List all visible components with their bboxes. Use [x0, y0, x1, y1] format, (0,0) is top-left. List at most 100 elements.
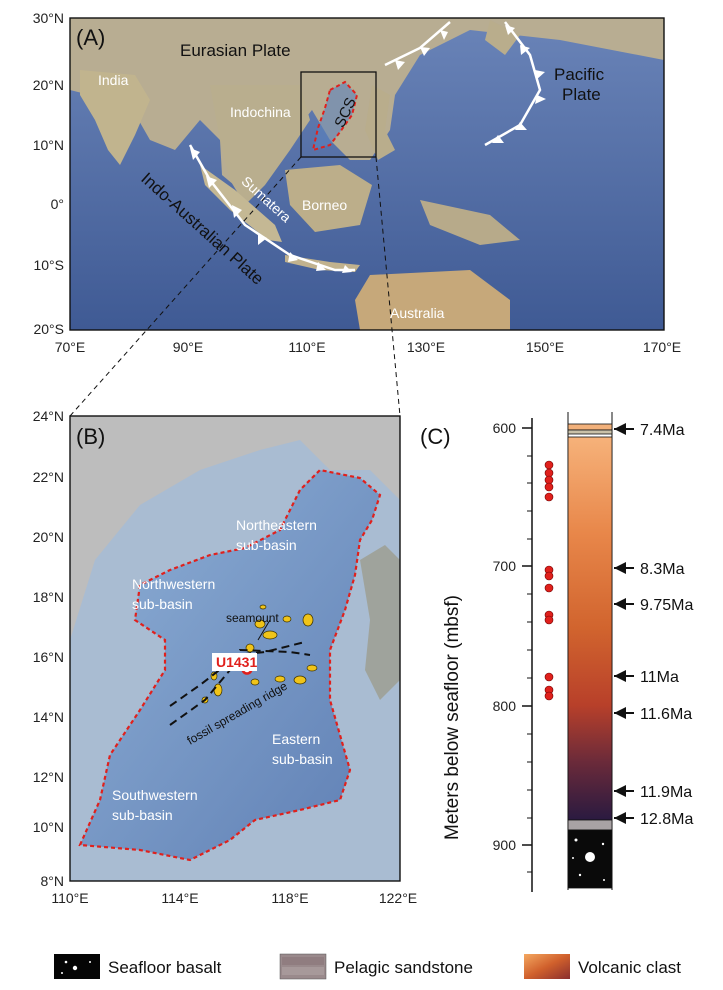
landmass-luzon — [360, 545, 400, 700]
label-southwestern-sub: sub-basin — [112, 807, 173, 823]
panel-a-map — [69, 17, 665, 331]
svg-text:8.3Ma: 8.3Ma — [640, 561, 685, 578]
age-marker: 12.8Ma — [614, 811, 693, 828]
lat-tick: 20°S — [33, 321, 64, 337]
site-label-bg — [212, 653, 257, 671]
svg-text:8°N: 8°N — [41, 873, 65, 889]
label-eastern-sub: sub-basin — [272, 751, 333, 767]
panel-a-lat-ticks: 30°N 20°N 10°N 0° 10°S 20°S — [33, 10, 64, 337]
age-marker: 11.9Ma — [614, 784, 692, 801]
pelagic-sandstone-section — [567, 819, 613, 831]
label-indochina: Indochina — [230, 104, 291, 120]
landmass-newguinea — [420, 200, 520, 245]
svg-text:11Ma: 11Ma — [640, 669, 679, 686]
label-southwestern: Southwestern — [112, 787, 198, 803]
svg-text:12.8Ma: 12.8Ma — [640, 811, 693, 828]
site-u1431-label: U1431 — [216, 654, 257, 670]
zoom-line-left — [69, 156, 302, 417]
basalt-vesicles — [572, 838, 605, 881]
age-marker: 11Ma — [614, 669, 679, 686]
label-india: India — [98, 72, 129, 88]
lon-tick: 150°E — [526, 339, 564, 355]
scs-outline — [311, 80, 359, 152]
svg-text:20°N: 20°N — [33, 529, 64, 545]
svg-text:122°E: 122°E — [379, 890, 417, 906]
svg-text:12°N: 12°N — [33, 769, 64, 785]
label-eurasian-plate: Eurasian Plate — [180, 41, 291, 60]
label-borneo: Borneo — [302, 197, 347, 213]
lon-tick: 130°E — [407, 339, 445, 355]
panel-a-label: (A) — [76, 25, 105, 50]
landmass-asia — [70, 18, 664, 190]
seamount-arrow — [257, 619, 271, 641]
landmass-australia — [355, 270, 510, 330]
age-marker: 7.4Ma — [614, 422, 685, 439]
label-australia: Australia — [390, 305, 445, 321]
landmass-philippines — [365, 85, 395, 160]
svg-text:9.75Ma: 9.75Ma — [640, 597, 693, 614]
lat-tick: 20°N — [33, 77, 64, 93]
depth-tick: 900 — [493, 837, 517, 853]
landmass-indochina — [210, 85, 310, 205]
svg-text:7.4Ma: 7.4Ma — [640, 422, 685, 439]
age-markers: 7.4Ma 8.3Ma 9.75Ma 11Ma 11.6Ma 11.9Ma — [614, 422, 693, 828]
label-pacific: Pacific — [554, 65, 605, 84]
legend: Seafloor basalt Pelagic sandstone Volcan… — [54, 953, 681, 980]
panel-b-label: (B) — [76, 424, 105, 449]
depth-tick: 700 — [493, 558, 517, 574]
legend-label-basalt: Seafloor basalt — [108, 958, 222, 977]
lat-tick: 30°N — [33, 10, 64, 26]
panel-a-frame — [69, 17, 665, 331]
panel-b-frame — [69, 415, 401, 882]
svg-text:11.9Ma: 11.9Ma — [640, 784, 692, 801]
label-northeastern-sub: sub-basin — [236, 537, 297, 553]
svg-text:10°N: 10°N — [33, 819, 64, 835]
core-column — [567, 412, 613, 890]
svg-text:11.6Ma: 11.6Ma — [640, 706, 692, 723]
landmass-borneo — [285, 165, 372, 232]
svg-text:118°E: 118°E — [271, 890, 308, 906]
panel-a-lon-ticks: 70°E 90°E 110°E 130°E 150°E 170°E — [55, 339, 681, 355]
landmass-japan — [485, 20, 520, 55]
lon-tick: 90°E — [173, 339, 204, 355]
svg-text:24°N: 24°N — [33, 408, 64, 424]
panel-c-axis-label: Meters below seafloor (mbsf) — [442, 595, 463, 840]
label-northwestern-sub: sub-basin — [132, 596, 193, 612]
svg-text:16°N: 16°N — [33, 649, 64, 665]
lon-tick: 110°E — [288, 339, 325, 355]
label-seamount: seamount — [226, 611, 279, 625]
age-marker: 11.6Ma — [614, 706, 692, 723]
top-clast-layer — [567, 423, 613, 431]
panel-b-lon-ticks: 110°E 114°E 118°E 122°E — [51, 890, 417, 906]
svg-text:110°E: 110°E — [51, 890, 88, 906]
fossil-ridge-line-2 — [169, 641, 306, 707]
panel-b-lat-ticks: 24°N 22°N 20°N 18°N 16°N 14°N 12°N 10°N … — [33, 408, 64, 889]
svg-text:22°N: 22°N — [33, 469, 64, 485]
legend-swatch-basalt — [54, 954, 100, 979]
age-marker: 8.3Ma — [614, 561, 685, 578]
age-marker: 9.75Ma — [614, 597, 693, 614]
sample-points — [544, 460, 554, 701]
svg-text:14°N: 14°N — [33, 709, 64, 725]
lat-tick: 10°N — [33, 137, 64, 153]
lat-tick: 10°S — [33, 257, 64, 273]
lat-tick: 0° — [51, 196, 64, 212]
trench-teeth — [190, 25, 546, 273]
landmass-india — [80, 70, 150, 165]
legend-label-sandstone: Pelagic sandstone — [334, 958, 473, 977]
depth-tick: 800 — [493, 698, 517, 714]
seamounts — [201, 604, 318, 704]
trench-manila — [384, 21, 451, 67]
svg-text:18°N: 18°N — [33, 589, 64, 605]
landmass-sumatra — [200, 165, 282, 242]
lon-tick: 70°E — [55, 339, 86, 355]
label-eastern: Eastern — [272, 731, 320, 747]
volcanic-clast-section — [567, 436, 613, 821]
scs-inset-box — [300, 71, 377, 158]
label-northeastern: Northeastern — [236, 517, 317, 533]
svg-text:114°E: 114°E — [161, 890, 198, 906]
legend-label-volcanic: Volcanic clast — [578, 958, 681, 977]
depth-axis: 600 700 800 900 — [493, 418, 533, 892]
panel-c-label: (C) — [420, 424, 451, 449]
